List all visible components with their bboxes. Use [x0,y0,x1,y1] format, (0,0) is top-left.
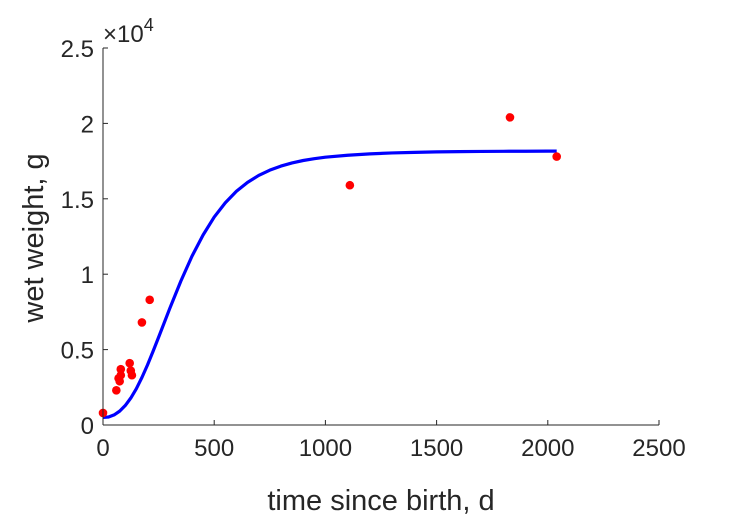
y-exponent-label: ×104 [103,15,154,48]
y-tick-label: 1.5 [61,187,94,214]
x-axis: 0 500 1000 1500 2000 2500 [96,420,686,462]
y-tick-label: 1 [81,262,94,289]
y-axis: 0 0.5 1 1.5 2 2.5 [61,36,108,440]
x-tick-label: 1000 [299,435,352,462]
data-point [116,364,126,374]
data-point [127,370,137,380]
y-tick-label: 2.5 [61,36,94,63]
y-tick-label: 0.5 [61,338,94,365]
fit-curve [102,149,557,420]
data-point [345,180,355,190]
y-exponent-prefix: ×10 [103,21,144,48]
x-tick-label: 2000 [521,435,574,462]
x-tick-label: 2500 [632,435,685,462]
y-tick-label: 2 [81,111,94,138]
data-point [112,386,121,395]
x-axis-title: time since birth, d [267,485,494,517]
y-tick-label: 0 [81,413,94,440]
data-point [505,113,515,122]
plot-area [98,113,561,420]
data-point [145,295,154,305]
x-tick-label: 1500 [410,435,463,462]
y-exponent-power: 4 [144,15,154,35]
x-tick-label: 500 [194,435,234,462]
data-point [552,152,561,161]
data-point [137,318,147,327]
x-tick-label: 0 [96,435,109,462]
data-point [125,358,134,368]
y-axis-title: wet weight, g [18,153,50,323]
data-point [116,370,126,380]
